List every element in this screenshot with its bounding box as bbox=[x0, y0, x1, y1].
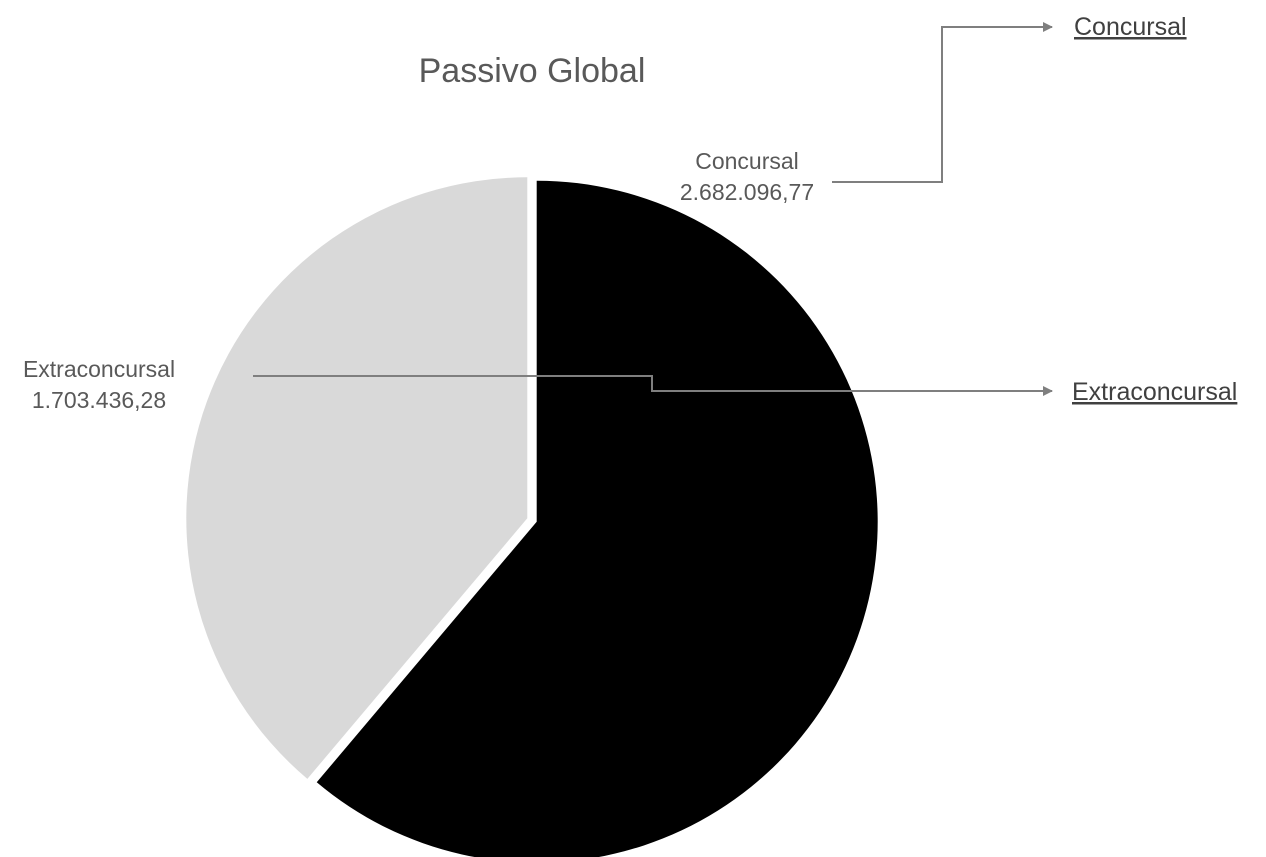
data-label-concursal-value: 2.682.096,77 bbox=[680, 179, 814, 205]
pie-slice-concursal bbox=[316, 180, 878, 857]
data-label-extraconcursal-value: 1.703.436,28 bbox=[32, 387, 166, 413]
link-extraconcursal[interactable]: Extraconcursal bbox=[1072, 378, 1237, 406]
chart-title: Passivo Global bbox=[419, 52, 646, 90]
link-concursal[interactable]: Concursal bbox=[1074, 13, 1187, 41]
connector-concursal bbox=[832, 22, 1053, 183]
data-label-concursal-name: Concursal bbox=[695, 148, 799, 174]
connector-extraconcursal bbox=[253, 375, 1053, 396]
data-label-extraconcursal-name: Extraconcursal bbox=[23, 356, 175, 382]
pie-slices bbox=[186, 177, 878, 857]
pie-slice-extraconcursal bbox=[186, 177, 528, 779]
